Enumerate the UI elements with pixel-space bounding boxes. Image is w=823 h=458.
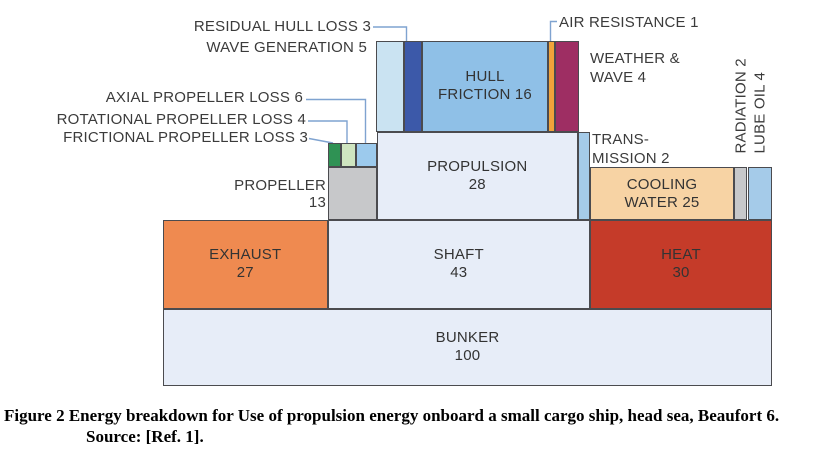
cooling-water-value: WATER 25: [624, 193, 700, 211]
heat-label: HEAT: [661, 246, 701, 264]
label-rotational-propeller-loss: ROTATIONAL PROPELLER LOSS 4: [56, 110, 306, 128]
propeller-label-text: PROPELLER: [234, 177, 326, 194]
label-lube-oil: LUBE OIL 4: [751, 72, 768, 154]
exhaust-label: EXHAUST: [209, 246, 282, 264]
block-exhaust: EXHAUST 27: [163, 220, 328, 309]
block-radiation: [734, 167, 747, 220]
shaft-value: 43: [450, 264, 468, 282]
block-shaft: SHAFT 43: [327, 220, 590, 309]
label-residual-hull-loss: RESIDUAL HULL LOSS 3: [193, 18, 371, 35]
block-air-resistance: [548, 41, 555, 132]
transmission-line1: TRANS-: [592, 131, 650, 148]
block-bunker: BUNKER 100: [163, 308, 772, 386]
leader-air-resistance: [549, 20, 557, 42]
propulsion-value: 28: [468, 175, 486, 193]
label-radiation: RADIATION 2: [732, 58, 750, 154]
label-propeller: PROPELLER 13: [234, 177, 326, 211]
block-propulsion: PROPULSION 28: [376, 131, 578, 220]
transmission-line2: MISSION 2: [592, 150, 670, 167]
block-heat: HEAT 30: [590, 220, 772, 309]
bunker-value: 100: [454, 347, 481, 364]
leader-rotational-propeller-loss: [308, 120, 348, 144]
label-frictional-propeller-loss: FRICTIONAL PROPELLER LOSS 3: [63, 129, 308, 146]
block-residual-hull-loss: [404, 41, 422, 132]
block-hull-friction: HULL FRICTION 16: [422, 41, 548, 132]
bunker-label: BUNKER: [435, 329, 500, 346]
label-air-resistance: AIR RESISTANCE 1: [559, 13, 699, 31]
label-wave-generation: WAVE GENERATION 5: [206, 38, 367, 56]
block-cooling-water: COOLING WATER 25: [590, 167, 734, 220]
label-axial-propeller-loss: AXIAL PROPELLER LOSS 6: [105, 89, 303, 106]
block-weather-wave: [554, 41, 579, 132]
block-axial-propeller-loss: [355, 143, 377, 167]
block-rotational-propeller-loss: [341, 143, 356, 167]
weather-wave-line1: WEATHER &: [590, 50, 680, 67]
figure-caption: Figure 2 Energy breakdown for Use of pro…: [4, 405, 804, 447]
hull-friction-label: HULL: [465, 68, 505, 86]
label-weather-wave: WEATHER & WAVE 4: [590, 49, 680, 87]
heat-value: 30: [672, 264, 690, 282]
block-transmission: [578, 131, 590, 220]
leader-residual-hull-loss: [373, 26, 408, 42]
block-propeller: [327, 167, 377, 220]
label-radiation-lubeoil-group: RADIATION 2 LUBE OIL 4: [732, 42, 770, 154]
weather-wave-line2: WAVE 4: [590, 69, 647, 86]
shaft-label: SHAFT: [433, 246, 484, 264]
exhaust-value: 27: [236, 264, 254, 282]
block-frictional-propeller-loss: [327, 143, 341, 167]
caption-line1: Figure 2 Energy breakdown for Use of pro…: [4, 406, 780, 425]
propeller-label-value: 13: [308, 194, 326, 211]
cooling-water-label: COOLING: [626, 175, 698, 193]
label-transmission: TRANS- MISSION 2: [592, 130, 670, 168]
leader-axial-propeller-loss: [306, 98, 367, 144]
block-lube-oil: [747, 167, 772, 220]
hull-friction-value: FRICTION 16: [438, 86, 532, 104]
caption-source: Source: [Ref. 1].: [86, 427, 204, 446]
block-wave-generation: [375, 41, 404, 132]
propulsion-label: PROPULSION: [427, 157, 528, 175]
